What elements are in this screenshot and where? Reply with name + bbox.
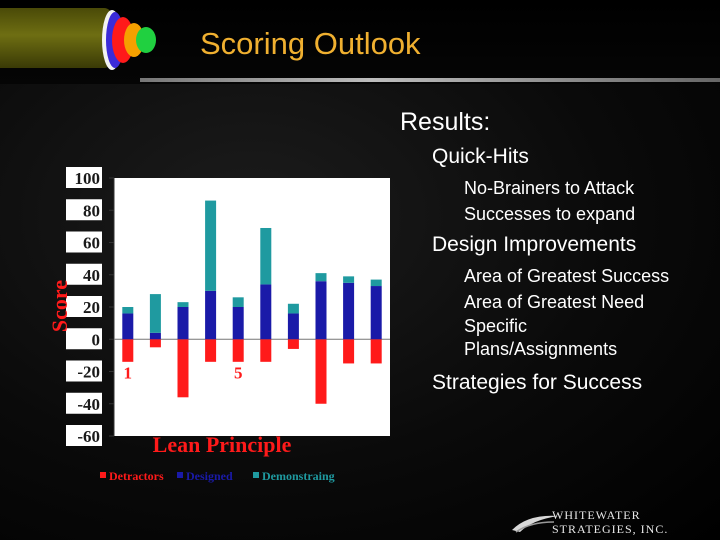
design-item: Area of Greatest Success	[464, 266, 670, 286]
results-panel: Results: Quick-Hits No-Brainers to Attac…	[400, 108, 715, 401]
x-tick-label: 2	[151, 363, 160, 382]
bar-designed	[149, 332, 161, 340]
x-tick-label: 3	[179, 363, 188, 382]
legend-swatch-demonstrating	[253, 472, 259, 478]
x-axis-label: Lean Principle	[153, 432, 292, 457]
header-rule	[140, 78, 720, 82]
bar-demonstrating	[260, 227, 272, 285]
y-tick-label: 20	[83, 298, 100, 317]
x-tick-label: 8	[317, 363, 326, 382]
bar-demonstrating	[343, 276, 355, 283]
y-tick-label: 80	[83, 201, 100, 220]
bar-demonstrating	[149, 294, 161, 333]
x-tick-label: 5	[234, 363, 243, 382]
bar-designed	[315, 281, 327, 340]
bar-demonstrating	[287, 303, 299, 314]
y-tick-label: 60	[83, 234, 100, 253]
section-quick-hits: Quick-Hits	[432, 145, 529, 168]
y-tick-label: -20	[77, 363, 100, 382]
y-tick-label: 100	[75, 169, 101, 188]
bar-detractors	[149, 339, 161, 348]
swoosh-icon	[512, 515, 558, 533]
y-tick-label: 0	[92, 330, 101, 349]
bar-demonstrating	[177, 302, 189, 307]
bar-detractors	[370, 339, 382, 364]
bar-designed	[205, 290, 217, 340]
x-tick-label: 10	[368, 363, 385, 382]
bar-designed	[370, 286, 382, 340]
logo-tube	[0, 8, 112, 68]
bar-designed	[260, 284, 272, 340]
target-logo-icon	[102, 10, 156, 70]
quick-hits-item: No-Brainers to Attack	[464, 178, 635, 198]
bar-demonstrating	[205, 200, 217, 291]
x-tick-label: 7	[289, 363, 298, 382]
bar-designed	[232, 307, 244, 340]
design-item: Area of Greatest Need	[464, 292, 645, 312]
legend-swatch-designed	[177, 472, 183, 478]
bar-designed	[343, 282, 355, 340]
y-tick-label: -60	[77, 427, 100, 446]
y-tick-bg	[66, 263, 102, 285]
y-tick-bg	[66, 296, 102, 317]
bar-detractors	[260, 339, 272, 362]
bar-detractors	[232, 339, 244, 362]
design-item: Specific Plans/Assignments	[464, 316, 618, 359]
company-name-line1: WHITEWATER	[552, 508, 641, 522]
legend-label-designed: Designed	[186, 469, 233, 483]
bar-detractors	[205, 339, 217, 362]
results-heading: Results:	[400, 108, 491, 136]
y-tick-bg	[66, 425, 102, 446]
bar-demonstrating	[122, 307, 134, 314]
x-tick-label: 4	[206, 363, 215, 382]
bar-detractors	[315, 339, 327, 404]
y-tick-label: -40	[77, 395, 100, 414]
y-tick-label: 40	[83, 266, 100, 285]
bar-demonstrating	[370, 279, 382, 287]
company-logo: WHITEWATER STRATEGIES, INC.	[510, 504, 715, 538]
y-tick-bg	[66, 360, 102, 382]
bar-detractors	[122, 339, 134, 362]
y-tick-bg	[66, 392, 102, 414]
quick-hits-item: Successes to expand	[464, 204, 636, 224]
bar-designed	[287, 313, 299, 340]
section-design-improvements: Design Improvements	[432, 233, 637, 256]
bar-demonstrating	[232, 297, 244, 307]
bar-designed	[122, 313, 134, 340]
y-axis-label: Score	[47, 280, 72, 332]
bar-designed	[177, 307, 189, 340]
legend-label-detractors: Detractors	[109, 469, 164, 483]
slide-title: Scoring Outlook	[200, 26, 421, 61]
legend-swatch-detractors	[100, 472, 106, 478]
y-tick-bg	[66, 231, 102, 253]
legend-label-demonstrating: Demonstraing	[262, 469, 335, 483]
y-tick-bg	[66, 167, 102, 188]
bar-detractors	[343, 339, 355, 364]
x-tick-label: 6	[262, 363, 271, 382]
section-strategies: Strategies for Success	[432, 371, 643, 394]
bar-detractors	[177, 339, 189, 398]
company-name-line2: STRATEGIES, INC.	[552, 522, 669, 536]
x-tick-label: 1	[124, 363, 133, 382]
x-tick-label: 9	[344, 363, 353, 382]
y-tick-bg	[66, 328, 102, 350]
bar-demonstrating	[315, 273, 327, 282]
bar-detractors	[287, 339, 299, 349]
y-tick-bg	[66, 199, 102, 221]
